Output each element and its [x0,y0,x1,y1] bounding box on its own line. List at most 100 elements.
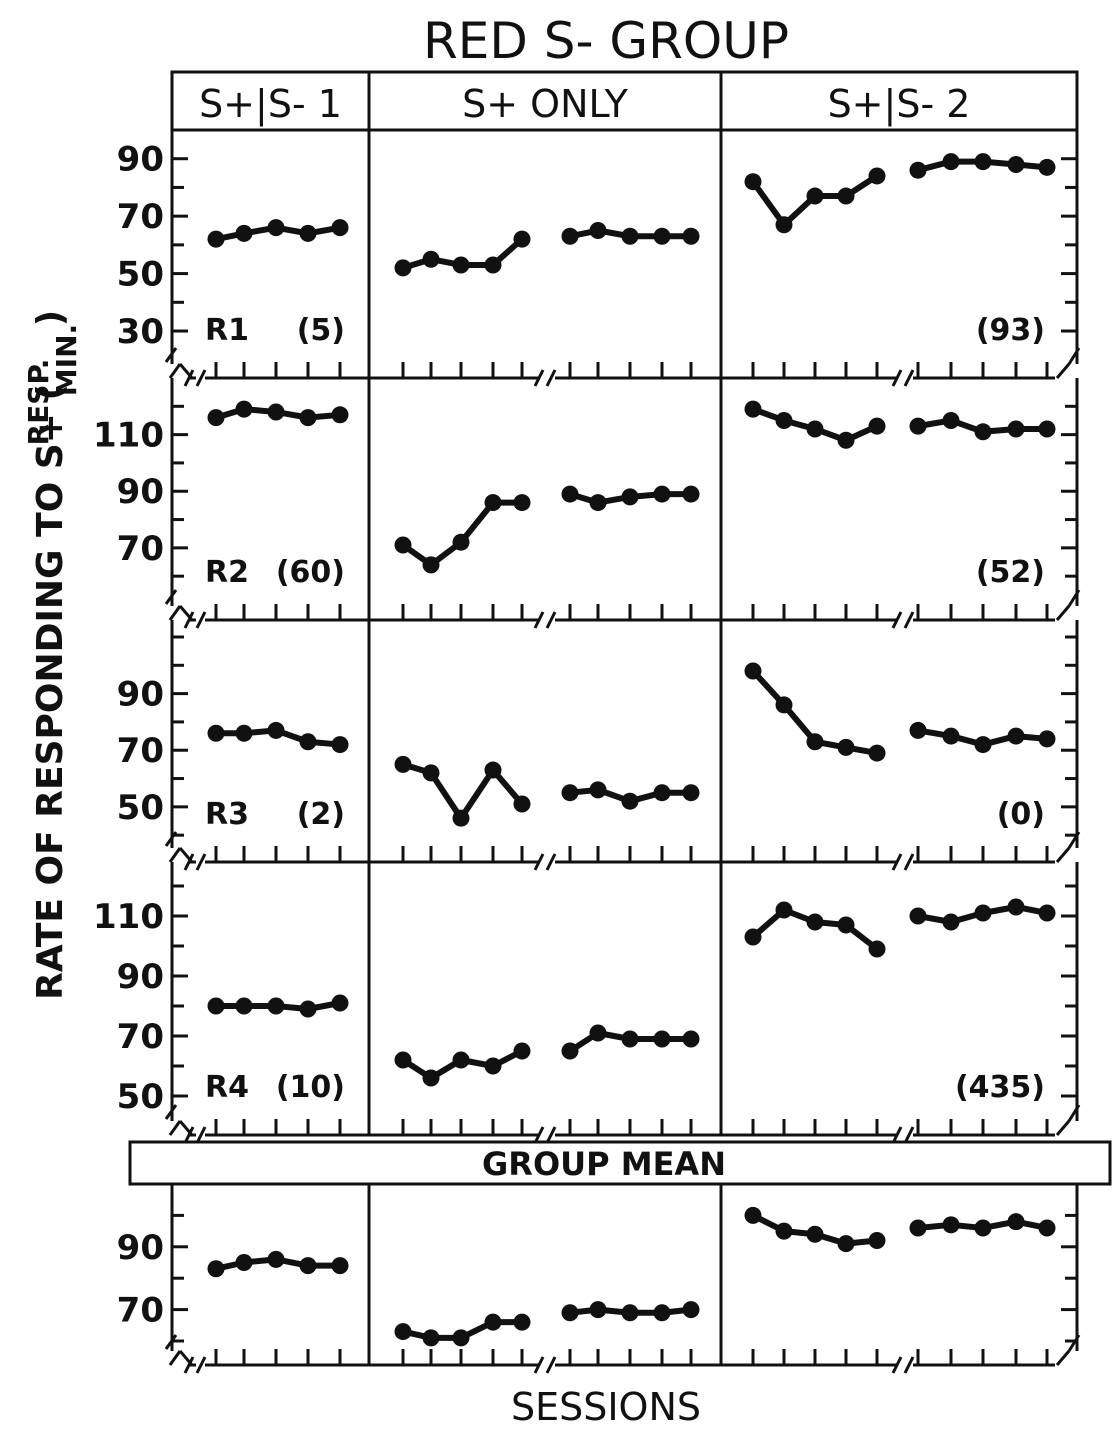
data-point [621,1030,639,1048]
data-point [589,494,607,512]
data-point [775,696,793,714]
axis-break-mark [183,369,207,387]
data-point [682,1030,700,1048]
data-point [561,227,579,245]
data-point [682,227,700,245]
data-point [331,994,349,1012]
data-point [653,1304,671,1322]
data-point [235,400,253,418]
phase-label-3: S+|S- 2 [828,82,971,127]
data-point [1007,727,1025,745]
data-point [207,230,225,248]
data-point [942,411,960,429]
data-point [267,219,285,237]
data-point [1038,420,1056,438]
data-point [621,227,639,245]
data-point [207,1260,225,1278]
data-point [484,1313,502,1331]
data-point [942,1216,960,1234]
data-point [235,724,253,742]
data-point [653,784,671,802]
data-point [267,403,285,421]
data-point [513,494,531,512]
data-point [775,216,793,234]
data-point [909,907,927,925]
y-axis-label-main: RATE OF RESPONDING TO S+ ( [30,384,71,1000]
axis-break-mark [533,853,557,871]
subject-label: R4 [205,1070,249,1105]
data-point [868,940,886,958]
data-point [589,1024,607,1042]
data-point [267,997,285,1015]
y-tick-label: 90 [117,957,164,997]
data-point [806,1225,824,1243]
y-tick-label: 90 [117,472,164,512]
y-tick-label: 70 [117,1291,164,1331]
data-point [974,153,992,171]
axis-break-mark [891,1356,915,1374]
count-label: (10) [276,1070,345,1105]
count-label-2: (435) [955,1070,1045,1105]
data-point [1038,1219,1056,1237]
data-point [589,1301,607,1319]
data-point [207,724,225,742]
data-point [909,417,927,435]
data-point [299,1000,317,1018]
data-point [942,153,960,171]
data-point [561,485,579,503]
data-point [974,1219,992,1237]
data-point [422,556,440,574]
y-tick-label: 50 [117,255,164,295]
chart-title: RED S- GROUP [423,12,789,70]
y-axis-label-unit-top: RESP. [22,359,55,446]
data-point [452,256,470,274]
subject-label: R2 [205,555,249,590]
axis-break-mark [183,853,207,871]
data-point [394,259,412,277]
y-tick-label: 70 [117,731,164,771]
count-label-2: (93) [976,313,1045,348]
series-line [401,499,522,568]
y-axis-label-unit-bottom: MIN. [50,324,83,396]
y-axis-label: RATE OF RESPONDING TO S+ ( RESP. MIN. ) [22,310,83,1000]
data-point [394,755,412,773]
data-point [207,409,225,427]
data-point [682,1301,700,1319]
data-point [868,1232,886,1250]
axis-break-mark [533,1356,557,1374]
data-point [806,420,824,438]
data-point [621,792,639,810]
data-point [806,733,824,751]
data-point [267,1250,285,1268]
data-point [744,928,762,946]
data-point [1007,1213,1025,1231]
data-point [235,1254,253,1271]
data-point [394,536,412,554]
data-point [868,167,886,185]
y-tick-label: 90 [117,1228,164,1268]
data-point [1038,904,1056,922]
data-point [909,721,927,739]
data-point [1007,898,1025,916]
panel-4: 50 70 90 110 R4 (10) (435) [93,862,1081,1144]
data-point [621,1304,639,1322]
panel-2: 70 90 110 R2 (60) (52) [93,378,1081,629]
data-point [837,916,855,934]
data-point [837,1235,855,1253]
count-label-2: (0) [997,797,1045,832]
axis-break-mark [533,611,557,629]
y-axis-label-close: ) [30,310,71,326]
subject-label: R3 [205,797,249,832]
data-point [331,406,349,424]
data-point [653,227,671,245]
axis-break-mark [183,611,207,629]
data-point [331,1257,349,1275]
data-point [653,1030,671,1048]
data-point [868,744,886,762]
panels: 30 50 70 90 R1 (5) (93) 70 90 110 R2 (60) (52) 50 70 90… [93,130,1081,1374]
axis-break-mark [533,369,557,387]
data-point [561,1042,579,1060]
data-point [744,1206,762,1224]
data-point [1038,730,1056,748]
axis-break-mark [891,853,915,871]
